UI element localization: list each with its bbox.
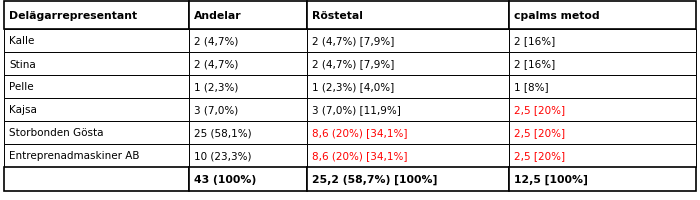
Text: Stina: Stina [9,59,36,69]
Bar [509,121,696,144]
Text: 2 (4,7%) [7,9%]: 2 (4,7%) [7,9%] [312,36,394,46]
Bar [307,99,509,121]
Bar [509,30,696,53]
Text: 43 (100%): 43 (100%) [194,174,256,184]
Bar [4,53,189,76]
Text: 2,5 [20%]: 2,5 [20%] [514,105,565,115]
Text: 3 (7,0%) [11,9%]: 3 (7,0%) [11,9%] [312,105,401,115]
Text: 3 (7,0%): 3 (7,0%) [194,105,238,115]
Text: 2,5 [20%]: 2,5 [20%] [514,128,565,138]
Bar [307,53,509,76]
Bar [4,121,189,144]
Bar [189,144,307,167]
Bar [4,76,189,99]
Text: 2 (4,7%): 2 (4,7%) [194,59,239,69]
Bar [189,30,307,53]
Text: 2 [16%]: 2 [16%] [514,36,555,46]
Text: Entreprenadmaskiner AB: Entreprenadmaskiner AB [9,151,139,161]
Text: Kajsa: Kajsa [9,105,37,115]
Bar [189,167,307,191]
Text: 8,6 (20%) [34,1%]: 8,6 (20%) [34,1%] [312,151,407,161]
Text: 25 (58,1%): 25 (58,1%) [194,128,251,138]
Bar [4,2,189,30]
Text: 2,5 [20%]: 2,5 [20%] [514,151,565,161]
Bar [509,99,696,121]
Bar [307,2,509,30]
Bar [189,121,307,144]
Bar [307,121,509,144]
Text: 12,5 [100%]: 12,5 [100%] [514,174,588,184]
Text: 10 (23,3%): 10 (23,3%) [194,151,251,161]
Bar [307,76,509,99]
Text: Pelle: Pelle [9,82,34,92]
Bar [4,144,189,167]
Text: Storbonden Gösta: Storbonden Gösta [9,128,104,138]
Text: 1 [8%]: 1 [8%] [514,82,549,92]
Text: 1 (2,3%): 1 (2,3%) [194,82,239,92]
Bar [509,76,696,99]
Bar [307,30,509,53]
Bar [4,99,189,121]
Bar [307,167,509,191]
Text: 8,6 (20%) [34,1%]: 8,6 (20%) [34,1%] [312,128,407,138]
Bar [4,30,189,53]
Bar [307,144,509,167]
Text: 1 (2,3%) [4,0%]: 1 (2,3%) [4,0%] [312,82,394,92]
Bar [509,2,696,30]
Bar [189,76,307,99]
Text: Delägarrepresentant: Delägarrepresentant [9,11,137,21]
Bar [509,167,696,191]
Text: 2 (4,7%) [7,9%]: 2 (4,7%) [7,9%] [312,59,394,69]
Bar [189,53,307,76]
Text: Andelar: Andelar [194,11,241,21]
Bar [189,2,307,30]
Text: 2 (4,7%): 2 (4,7%) [194,36,239,46]
Bar [4,167,189,191]
Text: Röstetal: Röstetal [312,11,363,21]
Text: cpalms metod: cpalms metod [514,11,600,21]
Text: 2 [16%]: 2 [16%] [514,59,555,69]
Text: 25,2 (58,7%) [100%]: 25,2 (58,7%) [100%] [312,174,438,184]
Text: Kalle: Kalle [9,36,34,46]
Bar [189,99,307,121]
Bar [509,144,696,167]
Bar [509,53,696,76]
